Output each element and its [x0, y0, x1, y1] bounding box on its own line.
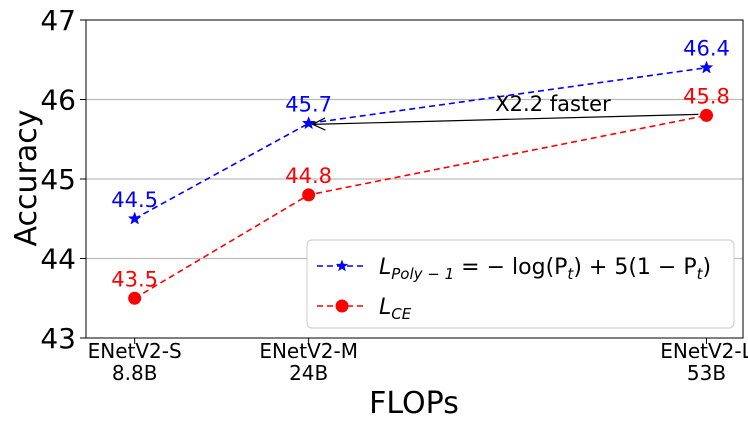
x-tick-label-2: ENetV2-L [660, 339, 748, 363]
y-tick-label-47: 47 [40, 4, 76, 37]
y-tick-label-44: 44 [40, 243, 76, 276]
point-poly-1 [301, 116, 316, 130]
legend-marker-ce [335, 299, 349, 313]
legend-label-ce: LCE [379, 295, 412, 323]
data-label-poly-2: 46.4 [683, 37, 730, 61]
legend-marker-poly [335, 259, 349, 272]
data-label-poly-1: 45.7 [285, 92, 332, 116]
data-label-poly-0: 44.5 [111, 188, 158, 212]
data-labels: 44.5 45.7 46.4 43.5 44.8 45.8 [111, 37, 730, 292]
data-label-ce-0: 43.5 [111, 267, 158, 291]
y-axis-label: Accuracy [9, 110, 44, 247]
annotation-arrow-line [312, 113, 699, 125]
point-poly-2 [699, 60, 714, 74]
x-tick-label-0: ENetV2-S [88, 339, 182, 363]
point-poly-0 [127, 211, 142, 225]
annotation-text: X2.2 faster [495, 92, 611, 116]
legend-box [306, 239, 735, 329]
series-line-poly [134, 66, 707, 220]
y-tick-label-46: 46 [40, 84, 76, 117]
legend: LPoly − 1 = − log(Pt) + 5(1 − Pt) LCE [306, 239, 735, 329]
y-tick-label-43: 43 [40, 322, 76, 355]
data-label-ce-1: 44.8 [285, 164, 332, 188]
x-tick-sublabel-0: 8.8B [112, 361, 158, 385]
annotation-arrow-head [311, 117, 326, 131]
x-tick-label-1: ENetV2-M [259, 339, 358, 363]
y-axis-ticks: 43 44 45 46 47 [40, 4, 86, 355]
x-tick-sublabel-2: 53B [687, 361, 726, 385]
series-layer [127, 60, 714, 305]
grid-lines [86, 98, 743, 260]
y-tick-label-45: 45 [40, 163, 76, 196]
annotation: X2.2 faster [311, 92, 699, 131]
legend-label-poly: LPoly − 1 = − log(Pt) + 5(1 − Pt) [379, 255, 711, 283]
data-label-ce-2: 45.8 [683, 84, 730, 108]
point-ce-1 [302, 188, 316, 202]
x-axis-label: FLOPs [369, 386, 459, 421]
point-ce-0 [128, 291, 142, 305]
x-tick-sublabel-1: 24B [289, 361, 328, 385]
point-ce-2 [700, 108, 713, 122]
